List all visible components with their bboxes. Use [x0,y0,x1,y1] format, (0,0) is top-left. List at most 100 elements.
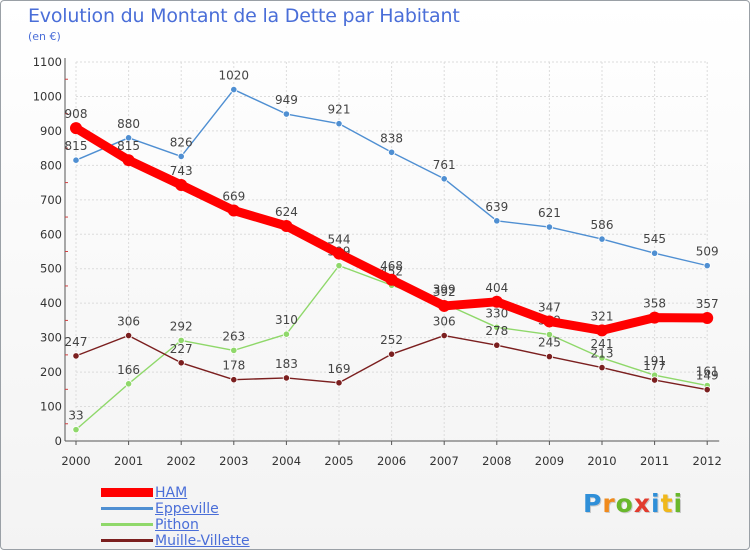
data-point-ham [227,204,240,217]
series-muille-villette: 247 306 227 178 183 169 252 306 278 245 213 177 149 [65,315,719,394]
logo-letter: P [583,489,603,518]
data-label-ham: 743 [170,164,193,178]
x-tick-label: 2002 [167,454,196,468]
data-label-ham: 404 [485,281,508,295]
data-label-muille-villette: 149 [696,369,719,383]
data-label-muille-villette: 169 [328,362,351,376]
data-point-ham [438,299,451,312]
y-tick-label: 700 [40,193,62,207]
x-tick-label: 2009 [535,454,564,468]
data-label-pithon: 191 [643,354,666,368]
data-point-muille-villette [230,376,238,384]
series-ham: 908 815 743 669 624 544 468 392 404 347 321 358 357 [65,107,719,337]
chart-unit-label: (en €) [28,30,61,43]
data-point-muille-villette [335,379,343,387]
data-point-eppeville [440,175,448,183]
data-point-pithon [72,426,80,434]
data-label-pithon: 166 [117,363,140,377]
data-point-eppeville [335,120,343,128]
data-label-ham: 358 [643,297,666,311]
data-label-pithon: 263 [222,329,245,343]
data-point-pithon [230,346,238,354]
data-label-ham: 392 [433,285,456,299]
logo-letter: i [673,489,684,518]
data-point-muille-villette [72,352,80,360]
data-point-pithon [125,380,133,388]
data-label-ham: 357 [696,297,719,311]
data-label-eppeville: 761 [433,158,456,172]
grid [75,61,708,442]
data-label-pithon: 330 [485,306,508,320]
data-point-pithon [282,330,290,338]
data-point-eppeville [230,85,238,94]
data-point-pithon [335,262,343,270]
x-tick-label: 2007 [430,454,459,468]
data-label-ham: 321 [591,309,614,323]
data-label-ham: 669 [222,189,245,203]
y-tick-label: 600 [40,227,62,241]
data-label-muille-villette: 252 [380,333,403,347]
data-point-eppeville [545,223,554,231]
data-label-eppeville: 949 [275,93,298,107]
data-label-ham: 908 [65,107,88,121]
data-point-eppeville [703,262,711,270]
x-tick-label: 2001 [114,454,143,468]
legend-label-muille-villette: Muille-Villette [155,533,250,549]
y-tick-label: 1100 [33,55,62,69]
data-label-muille-villette: 245 [538,336,561,350]
data-label-pithon: 292 [170,319,193,333]
data-point-ham [122,154,135,167]
data-point-eppeville [650,249,659,257]
data-point-eppeville [282,110,290,118]
logo-letter: t [660,489,674,518]
data-label-ham: 624 [275,205,298,219]
data-point-ham [280,220,293,233]
data-label-muille-villette: 306 [117,315,140,329]
data-point-eppeville [598,235,606,243]
x-tick-label: 2008 [482,454,511,468]
data-label-ham: 544 [328,233,351,247]
data-label-muille-villette: 183 [275,357,298,371]
logo-letter: r [602,489,616,518]
data-point-pithon [177,336,185,344]
x-tick-label: 2006 [377,454,406,468]
data-point-muille-villette [177,359,185,367]
data-label-muille-villette: 178 [222,359,245,373]
legend-label-pithon: Pithon [155,517,199,533]
data-label-eppeville: 621 [538,206,561,220]
data-label-eppeville: 826 [170,135,193,149]
data-label-pithon: 241 [591,337,614,351]
data-point-ham [385,273,398,286]
data-label-ham: 468 [380,259,403,273]
logo-letter: o [615,489,634,518]
x-tick-label: 2003 [219,454,248,468]
legend-label-eppeville: Eppeville [155,501,219,517]
data-point-ham [333,247,345,260]
data-point-muille-villette [493,341,501,349]
x-tick-label: 2012 [693,454,722,468]
data-point-pithon [493,323,501,331]
y-tick-label: 200 [40,365,62,379]
data-point-ham [175,179,188,192]
x-tick-label: 2004 [272,454,301,468]
data-label-eppeville: 1020 [219,69,250,83]
data-point-pithon [598,354,606,362]
data-point-pithon [545,330,554,339]
data-point-muille-villette [703,386,711,394]
data-label-muille-villette: 306 [433,315,456,329]
y-tick-label: 1000 [33,89,62,103]
data-label-eppeville: 838 [380,131,403,145]
data-point-ham [543,315,556,328]
x-tick-label: 2011 [640,454,669,468]
data-point-ham [490,295,503,308]
x-tick-label: 2010 [587,454,616,468]
legend-swatch-muille-villette [101,539,153,542]
y-tick-label: 100 [40,400,62,414]
x-tick-label: 2005 [324,454,353,468]
data-label-pithon: 399 [433,283,456,297]
data-label-muille-villette: 177 [643,359,666,373]
legend-swatch-ham [101,488,153,497]
data-label-muille-villette: 247 [65,335,88,349]
data-point-muille-villette [650,376,659,384]
